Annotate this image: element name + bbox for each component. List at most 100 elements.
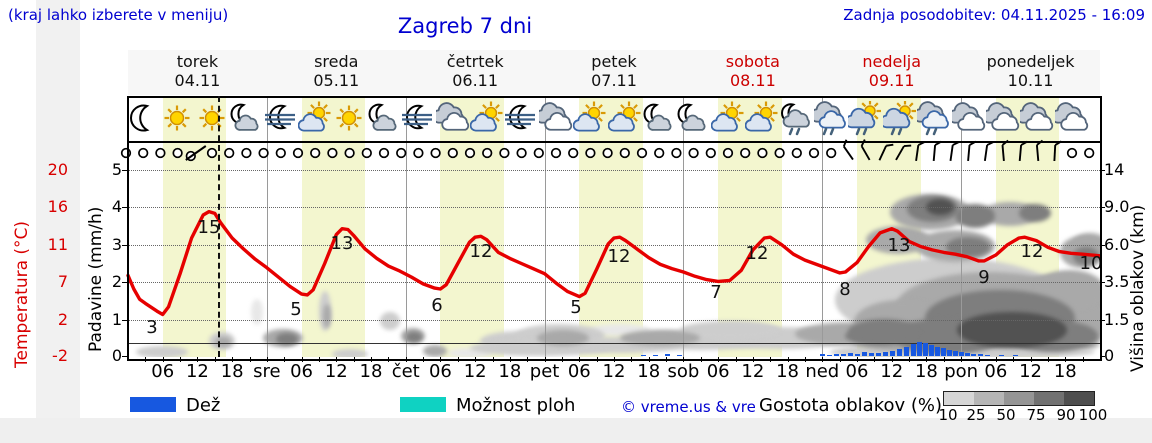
rain-bar	[653, 355, 658, 356]
temp-value-label: 12	[745, 243, 769, 264]
day-date-label: 09.11	[868, 71, 915, 90]
x-day-short-label: sre	[253, 361, 281, 382]
day-date-label: 05.11	[313, 71, 360, 90]
x-hour-label: 12	[880, 361, 904, 382]
temp-value-label: 3	[146, 317, 158, 338]
x-axis-tick	[1065, 357, 1067, 362]
cloud-density-scale-bar	[943, 391, 1095, 406]
sun-cloud-icon	[607, 101, 641, 132]
rain-bar	[978, 354, 983, 356]
x-axis-tick	[943, 357, 945, 362]
cloud-blob	[680, 321, 780, 339]
x-hour-label: 06	[151, 361, 175, 382]
cloud-blob	[251, 299, 263, 325]
x-axis-tick	[492, 357, 494, 362]
x-axis-tick	[353, 357, 355, 362]
x-axis-tick	[648, 357, 650, 362]
cloud-blob	[620, 330, 700, 346]
x-axis-tick	[1082, 357, 1084, 362]
x-hour-label: 18	[776, 361, 800, 382]
day-name-label: sreda	[314, 52, 359, 71]
x-axis-tick	[475, 357, 477, 362]
x-axis-tick	[284, 357, 286, 362]
x-hour-label: 18	[498, 361, 522, 382]
density-segment	[974, 392, 1004, 405]
rain-bar	[965, 353, 970, 356]
axis-tick-left	[122, 244, 127, 246]
x-axis-tick	[666, 357, 668, 362]
sun-cloud-icon	[745, 101, 778, 132]
axis-tick-right	[1100, 244, 1105, 246]
precip-tick-value: 5	[111, 160, 122, 179]
x-axis-tick	[718, 357, 720, 362]
moon-cloud-icon	[677, 103, 706, 131]
day-date-label: 06.11	[452, 71, 499, 90]
axis-tick-right	[1100, 170, 1105, 171]
x-axis-tick	[423, 357, 425, 362]
x-axis-tick	[318, 357, 320, 362]
rain-bar	[641, 355, 646, 356]
rain-bar	[897, 349, 902, 356]
density-segment	[1064, 392, 1094, 405]
rain-bar	[876, 353, 881, 356]
x-axis-tick	[388, 357, 390, 362]
sun-icon	[199, 105, 225, 131]
rain-bar	[665, 354, 670, 356]
sun-cloud-rain-icon	[882, 101, 916, 136]
x-hour-label: 06	[845, 361, 869, 382]
precip-tick-value: 2	[111, 272, 122, 292]
rain-bar	[947, 350, 952, 356]
day-name-label: torek	[176, 52, 219, 71]
cloud-height-tick-value: 0	[1104, 346, 1115, 365]
axis-tick-right	[1100, 319, 1105, 321]
dotted-gridline	[128, 170, 1100, 171]
x-axis-tick	[266, 357, 268, 362]
x-axis-tick	[145, 357, 147, 362]
x-axis-tick	[197, 357, 199, 362]
axis-tick-right	[1100, 356, 1105, 357]
x-axis-tick	[301, 357, 303, 362]
rain-bar	[923, 343, 928, 356]
x-axis-tick	[371, 357, 372, 362]
day-name-label: sobota	[725, 52, 780, 71]
cloud-height-tick-value: 6.0	[1104, 234, 1130, 254]
clouds-icon	[1054, 102, 1088, 131]
density-tick-label: 25	[966, 406, 986, 424]
x-axis-tick	[596, 357, 598, 362]
bottom-margin-stripe	[0, 418, 1152, 443]
cloud-blob	[276, 333, 298, 345]
density-tick-label: 10	[938, 406, 958, 424]
rain-bar	[929, 345, 934, 356]
x-axis-tick	[857, 357, 858, 362]
axis-tick-left	[122, 282, 127, 284]
moon-cloud-icon	[643, 103, 672, 131]
cloud-blob	[136, 346, 188, 357]
rain-bar	[820, 354, 825, 356]
x-hour-label: 06	[428, 361, 452, 382]
density-tick-label: 50	[996, 406, 1016, 424]
day-header-band	[128, 50, 1100, 95]
x-axis-tick	[457, 357, 459, 362]
temp-value-label: 5	[290, 299, 302, 320]
temperature-axis-label: Temperatura (°C)	[12, 220, 32, 368]
showers-legend-swatch	[400, 397, 446, 412]
temp-value-label: 12	[469, 241, 493, 262]
x-hour-label: 06	[984, 361, 1008, 382]
x-axis-tick	[683, 357, 685, 362]
temp-value-label: 12	[1020, 241, 1044, 262]
rain-bar	[827, 355, 832, 356]
moon-cloud-icon	[368, 103, 397, 131]
dotted-gridline	[128, 207, 1100, 209]
clouds-icon	[951, 102, 985, 131]
page-title: Zagreb 7 dni	[397, 14, 533, 38]
temp-value-label: 8	[839, 279, 851, 300]
x-day-short-label: pet	[529, 361, 560, 382]
day-name-label: nedelja	[862, 52, 922, 71]
precip-tick-value: 3	[111, 234, 122, 254]
rain-bar	[941, 348, 946, 356]
cloud-height-tick-value: 14	[1104, 160, 1125, 179]
density-segment	[1004, 392, 1034, 405]
x-hour-label: 12	[463, 361, 487, 382]
x-axis-tick	[926, 357, 928, 362]
